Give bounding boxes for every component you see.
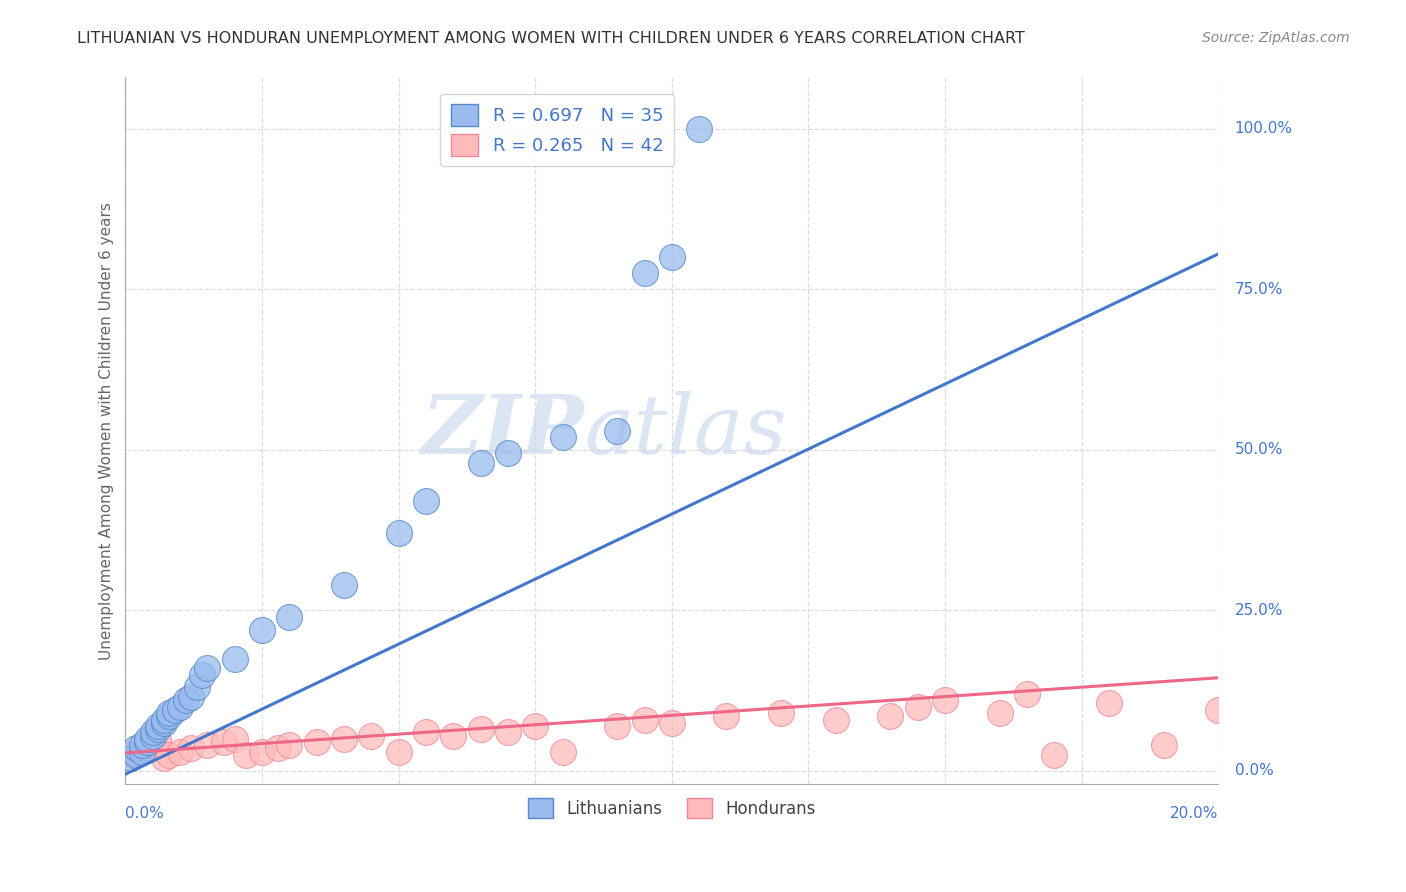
Point [136, 731, 159, 746]
Point [496, 725, 519, 739]
Text: atlas: atlas [585, 391, 787, 471]
Point [633, 713, 655, 727]
Point [157, 706, 180, 720]
Text: 0.0%: 0.0% [125, 806, 165, 822]
Point [180, 741, 202, 756]
Point [174, 693, 197, 707]
Point [470, 456, 492, 470]
Point [235, 747, 257, 762]
Point [360, 729, 382, 743]
Point [250, 623, 273, 637]
Point [441, 729, 464, 743]
Point [551, 745, 574, 759]
Point [470, 722, 492, 736]
Text: 50.0%: 50.0% [1234, 442, 1284, 458]
Point [824, 713, 846, 727]
Point [388, 526, 411, 541]
Point [152, 713, 174, 727]
Point [120, 751, 142, 765]
Point [551, 430, 574, 444]
Point [157, 747, 180, 762]
Text: 75.0%: 75.0% [1234, 282, 1284, 297]
Point [224, 731, 246, 746]
Point [1153, 738, 1175, 752]
Point [131, 738, 153, 752]
Y-axis label: Unemployment Among Women with Children Under 6 years: Unemployment Among Women with Children U… [100, 202, 114, 659]
Point [197, 738, 219, 752]
Point [267, 741, 290, 756]
Point [388, 745, 411, 759]
Point [152, 751, 174, 765]
Point [606, 424, 628, 438]
Point [415, 725, 437, 739]
Text: ZIP: ZIP [422, 391, 585, 471]
Point [661, 715, 683, 730]
Point [152, 715, 174, 730]
Point [142, 725, 165, 739]
Point [120, 747, 142, 762]
Point [136, 738, 159, 752]
Point [148, 719, 170, 733]
Point [191, 667, 214, 681]
Point [212, 735, 235, 749]
Point [770, 706, 793, 720]
Point [148, 731, 170, 746]
Point [496, 446, 519, 460]
Point [633, 266, 655, 280]
Point [879, 709, 901, 723]
Text: 0.0%: 0.0% [1234, 764, 1274, 779]
Text: 20.0%: 20.0% [1170, 806, 1218, 822]
Point [524, 719, 547, 733]
Point [988, 706, 1011, 720]
Legend: Lithuanians, Hondurans: Lithuanians, Hondurans [522, 791, 823, 825]
Point [278, 738, 301, 752]
Point [934, 693, 956, 707]
Point [186, 681, 208, 695]
Point [1206, 703, 1229, 717]
Text: 25.0%: 25.0% [1234, 603, 1284, 618]
Point [157, 709, 180, 723]
Point [907, 699, 929, 714]
Point [131, 745, 153, 759]
Point [333, 577, 356, 591]
Point [716, 709, 738, 723]
Point [333, 731, 356, 746]
Point [148, 722, 170, 736]
Point [305, 735, 328, 749]
Point [606, 719, 628, 733]
Point [125, 741, 148, 756]
Point [169, 745, 191, 759]
Point [197, 661, 219, 675]
Point [224, 651, 246, 665]
Text: Source: ZipAtlas.com: Source: ZipAtlas.com [1202, 31, 1350, 45]
Point [125, 747, 148, 762]
Point [136, 735, 159, 749]
Point [688, 121, 710, 136]
Text: 100.0%: 100.0% [1234, 121, 1292, 136]
Point [1043, 747, 1066, 762]
Point [1098, 697, 1121, 711]
Point [131, 741, 153, 756]
Point [125, 745, 148, 759]
Point [169, 699, 191, 714]
Point [142, 729, 165, 743]
Point [1015, 687, 1038, 701]
Point [278, 609, 301, 624]
Point [180, 690, 202, 704]
Point [163, 703, 186, 717]
Point [661, 250, 683, 264]
Point [142, 735, 165, 749]
Point [250, 745, 273, 759]
Text: LITHUANIAN VS HONDURAN UNEMPLOYMENT AMONG WOMEN WITH CHILDREN UNDER 6 YEARS CORR: LITHUANIAN VS HONDURAN UNEMPLOYMENT AMON… [77, 31, 1025, 46]
Point [415, 494, 437, 508]
